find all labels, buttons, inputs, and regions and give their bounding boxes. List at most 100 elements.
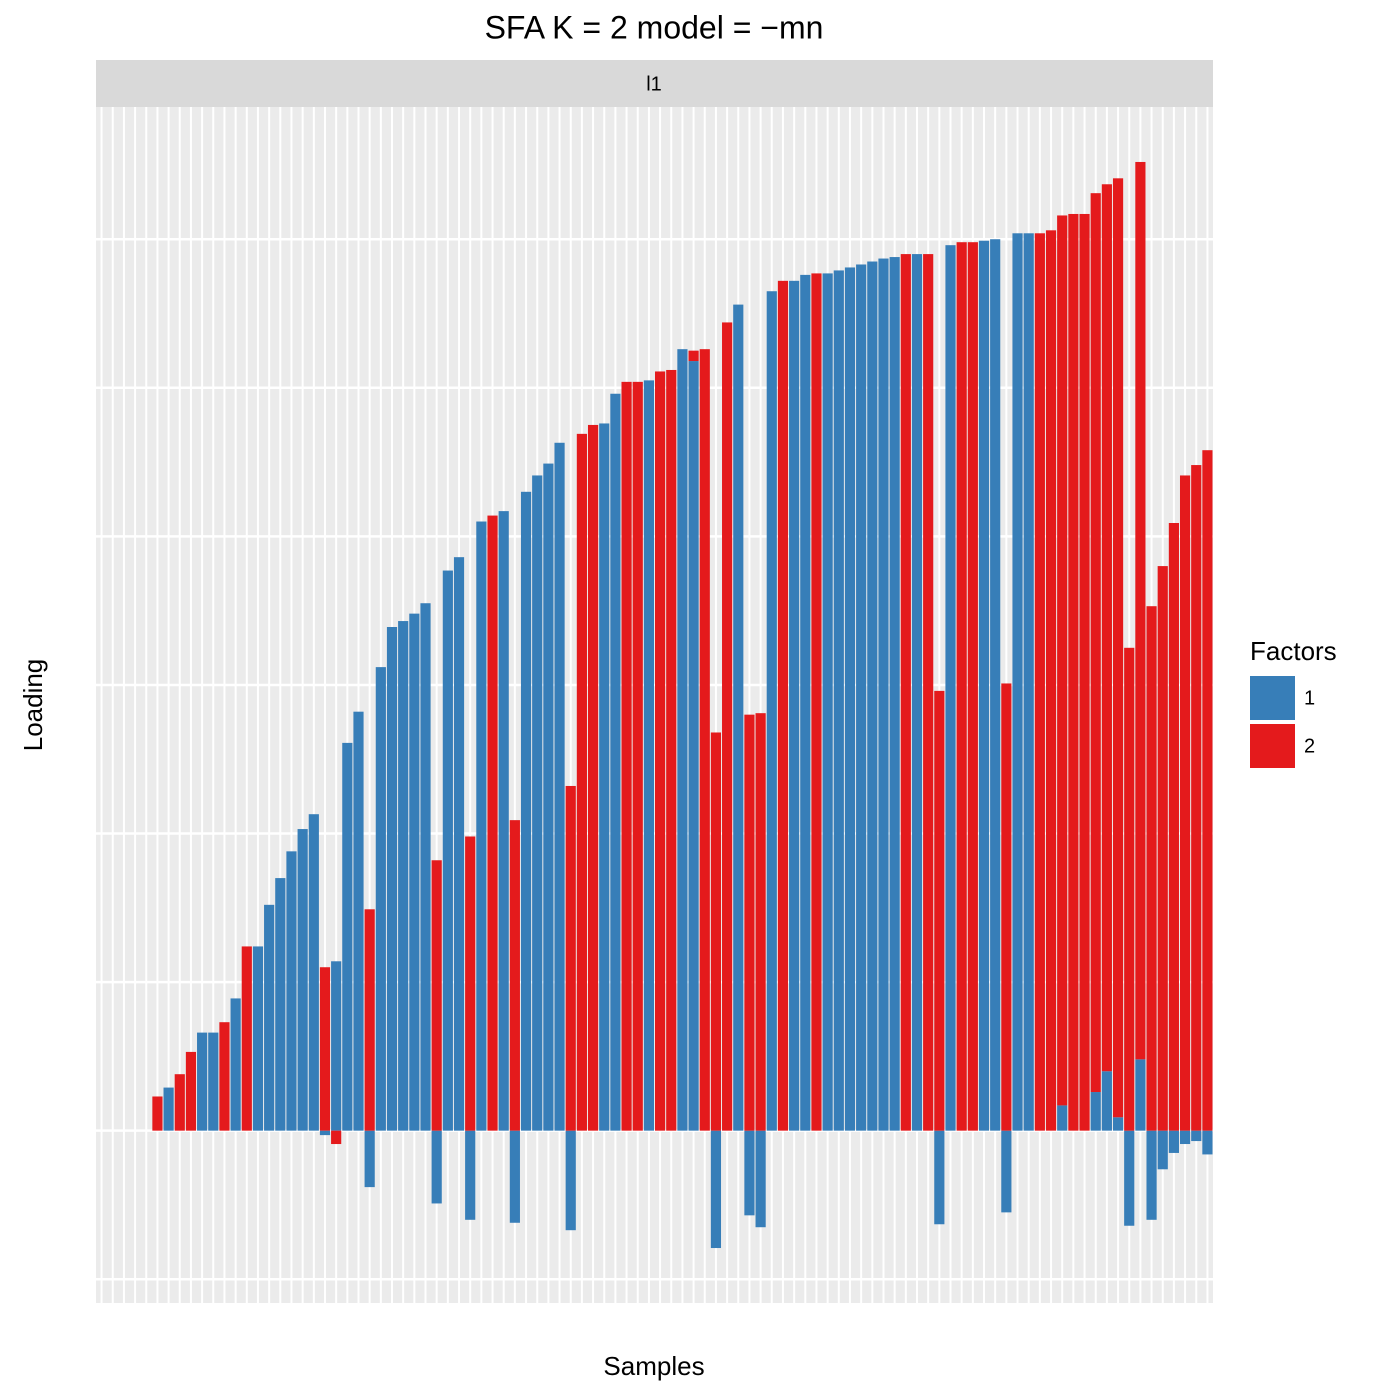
bar [1112, 1117, 1124, 1131]
bar [1001, 1130, 1012, 1213]
legend-label: 1 [1304, 687, 1315, 709]
bar [297, 829, 308, 1131]
bar [811, 273, 822, 1131]
bar [632, 381, 643, 1131]
legend-key [1250, 724, 1295, 768]
bar [364, 909, 375, 1131]
bar [599, 423, 610, 1131]
bar [431, 1130, 442, 1204]
bar [576, 433, 587, 1131]
bar [565, 1130, 576, 1231]
bar [688, 361, 699, 1131]
bar [822, 273, 833, 1131]
bar [677, 349, 688, 1131]
facet-label: l1 [646, 73, 662, 95]
bar [1079, 213, 1090, 1131]
bar [755, 713, 766, 1131]
bar [856, 264, 867, 1131]
bar [1179, 1130, 1191, 1145]
bar [710, 732, 722, 1131]
bar [286, 851, 297, 1131]
bar [431, 860, 442, 1131]
bar [543, 463, 554, 1131]
bar [934, 690, 945, 1131]
bar [1023, 233, 1034, 1131]
facet-strip [96, 60, 1213, 107]
bar [498, 511, 509, 1131]
bar [878, 258, 889, 1131]
legend-key [1250, 676, 1295, 720]
bar [1090, 1092, 1101, 1131]
bar [1202, 450, 1213, 1131]
bar [688, 350, 699, 362]
bar [264, 904, 275, 1131]
bar [1179, 475, 1191, 1131]
bar [978, 240, 990, 1131]
legend-label: 2 [1304, 735, 1315, 757]
bar [934, 1130, 945, 1225]
bar [1191, 1130, 1202, 1142]
bar [643, 380, 654, 1131]
bar [442, 570, 453, 1131]
bar [1068, 213, 1079, 1131]
bar [744, 1130, 755, 1216]
bar [777, 280, 789, 1131]
bar [967, 242, 978, 1131]
bar [364, 1130, 375, 1188]
bar [353, 711, 364, 1131]
bar [844, 267, 856, 1131]
bar [409, 613, 420, 1131]
bar [163, 1087, 174, 1131]
bar [1124, 1130, 1135, 1226]
bar [342, 742, 353, 1131]
bar [1157, 1130, 1168, 1170]
bar [1146, 1130, 1157, 1220]
bar [621, 381, 632, 1131]
bar [744, 714, 755, 1131]
bar [1168, 523, 1179, 1131]
bar [710, 1130, 722, 1249]
bar [386, 627, 398, 1131]
bar [509, 820, 520, 1131]
bar [800, 274, 811, 1131]
bar [453, 557, 465, 1131]
bar [219, 1022, 230, 1131]
bar [945, 245, 956, 1131]
bar [766, 291, 777, 1131]
bar [1090, 193, 1101, 1093]
bar [1101, 184, 1112, 1072]
bar [1101, 1071, 1112, 1131]
bar [833, 270, 844, 1131]
bar [889, 257, 900, 1131]
bar [867, 261, 878, 1131]
bar [476, 521, 487, 1131]
bar [1135, 161, 1146, 1060]
bar [1012, 233, 1023, 1131]
bar [666, 369, 677, 1131]
bar [755, 1130, 766, 1228]
bar [487, 515, 498, 1131]
bar [554, 442, 565, 1131]
bar [923, 254, 934, 1131]
bar [509, 1130, 520, 1223]
bar [1112, 178, 1124, 1118]
chart-title: SFA K = 2 model = −mn [485, 9, 824, 45]
bar [722, 322, 733, 1131]
bar [1191, 465, 1202, 1131]
bar [152, 1096, 163, 1131]
bar [420, 603, 431, 1131]
bar [1057, 1105, 1068, 1131]
bar [1157, 566, 1168, 1131]
bar [319, 1130, 331, 1136]
bar [308, 814, 319, 1131]
bar [465, 1130, 476, 1220]
panel [96, 107, 1213, 1303]
bar [230, 998, 241, 1131]
bar [587, 424, 599, 1131]
bar [174, 1074, 185, 1131]
bar [956, 242, 967, 1131]
bar [197, 1032, 208, 1131]
bar [565, 785, 576, 1131]
bar [1045, 230, 1057, 1131]
